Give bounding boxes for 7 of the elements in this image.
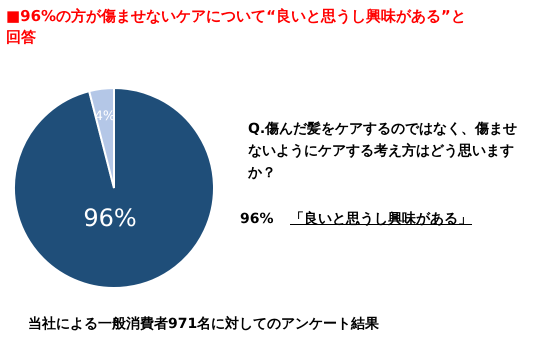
chart-title: ■96%の方が傷ませないケアについて“良いと思うし興味がある”と回答	[6, 6, 467, 48]
text: Q.傷んだ髪をケアするのではなく、傷ませないようにケアする考え方はどう思いますか？	[248, 120, 518, 183]
pie-slice	[13, 87, 215, 289]
text: 当社による一般消費者971名に対してのアンケート結果	[28, 314, 380, 334]
data-label: 96%	[83, 204, 137, 232]
text: 96%	[240, 210, 274, 229]
text: 「良いと思うし興味がある」	[290, 210, 473, 229]
